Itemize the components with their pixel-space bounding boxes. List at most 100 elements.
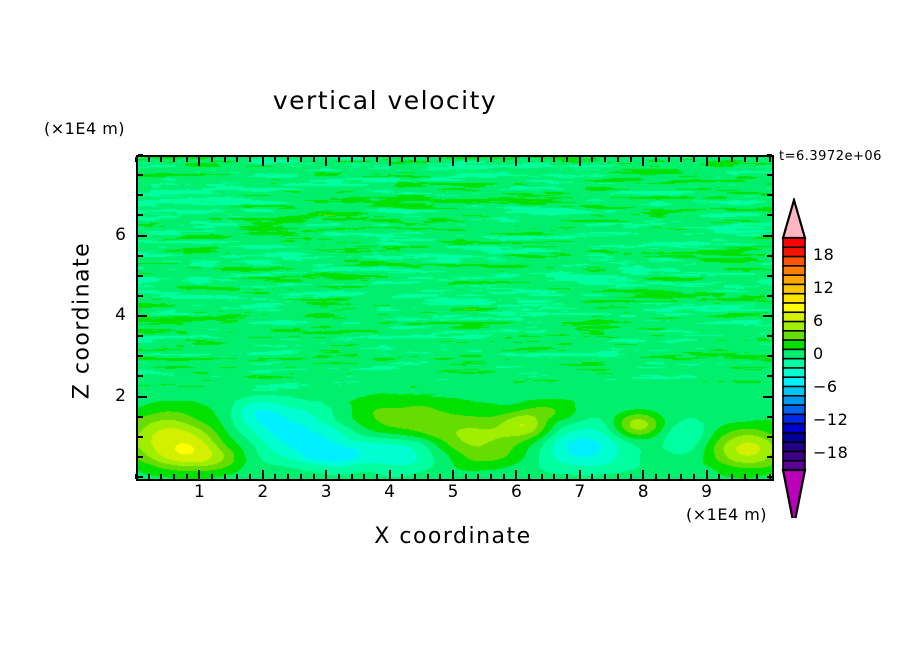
x-tick <box>591 157 594 162</box>
y-tick <box>767 455 772 458</box>
y-tick <box>138 476 143 478</box>
x-tick <box>578 470 581 479</box>
y-tick <box>767 194 772 197</box>
contour-field <box>138 157 772 479</box>
x-tick <box>375 474 378 479</box>
x-tick <box>769 157 771 162</box>
x-tick <box>730 474 733 479</box>
x-tick <box>477 157 480 162</box>
x-tick-label: 6 <box>510 482 522 502</box>
x-tick <box>236 157 239 162</box>
x-tick <box>452 470 454 479</box>
x-tick <box>629 474 632 479</box>
y-tick <box>138 455 143 458</box>
x-tick <box>185 157 188 162</box>
x-tick <box>211 474 214 479</box>
colorbar-tick-label: 12 <box>813 277 835 297</box>
y-tick <box>767 174 772 177</box>
x-tick <box>756 157 759 162</box>
x-tick <box>350 474 353 479</box>
x-tick <box>299 474 302 479</box>
x-tick <box>388 470 391 479</box>
x-tick <box>312 474 315 479</box>
x-tick <box>743 157 746 162</box>
x-tick <box>274 474 277 479</box>
x-tick <box>452 157 454 166</box>
x-tick <box>173 157 176 162</box>
x-tick <box>477 474 480 479</box>
x-tick <box>249 157 252 162</box>
x-tick <box>692 474 695 479</box>
x-tick <box>642 470 645 479</box>
x-tick <box>528 474 531 479</box>
y-tick <box>138 375 143 378</box>
x-tick <box>160 474 163 479</box>
x-tick <box>515 157 518 166</box>
x-tick <box>426 474 429 479</box>
x-tick <box>350 157 353 162</box>
y-tick <box>138 355 143 358</box>
y-tick <box>763 315 772 317</box>
plot-area <box>136 155 774 481</box>
x-tick <box>616 157 619 162</box>
colorbar-tick-label: 0 <box>813 344 824 363</box>
x-tick <box>616 474 619 479</box>
x-tick <box>198 470 201 479</box>
x-tick <box>705 470 708 479</box>
x-tick <box>223 474 226 479</box>
colorbar-swatches <box>781 198 807 518</box>
x-tick <box>325 157 328 166</box>
x-tick <box>135 157 137 162</box>
page-title: vertical velocity <box>272 86 498 115</box>
x-tick <box>642 157 645 166</box>
x-tick-label: 4 <box>384 482 395 502</box>
x-tick <box>337 157 340 162</box>
x-tick <box>692 157 695 162</box>
x-tick <box>413 157 416 162</box>
x-tick <box>591 474 594 479</box>
x-tick-label: 7 <box>574 482 586 502</box>
x-tick <box>730 157 733 162</box>
x-axis-unit-label: (×1E4 m) <box>686 505 768 524</box>
x-tick <box>566 157 569 162</box>
y-tick <box>767 214 772 217</box>
y-tick <box>138 194 143 197</box>
x-tick <box>325 470 328 479</box>
x-tick <box>185 474 188 479</box>
x-tick <box>413 474 416 479</box>
x-tick <box>363 157 366 162</box>
y-tick <box>138 254 143 257</box>
x-tick <box>680 157 683 162</box>
x-tick <box>578 157 581 166</box>
y-tick <box>138 415 143 418</box>
y-tick <box>767 335 772 338</box>
y-tick <box>767 355 772 358</box>
y-tick <box>138 274 143 277</box>
x-tick <box>261 157 264 166</box>
x-tick <box>654 157 657 162</box>
x-tick <box>718 474 721 479</box>
x-tick <box>287 157 290 162</box>
colorbar-tick-label: −6 <box>813 377 838 397</box>
x-tick <box>553 474 556 479</box>
x-tick <box>490 474 493 479</box>
timestamp-annotation: t=6.3972e+06 <box>779 149 882 164</box>
x-tick <box>667 157 670 162</box>
y-tick <box>767 375 772 378</box>
x-tick <box>401 474 404 479</box>
x-tick <box>147 157 150 162</box>
x-tick <box>540 157 543 162</box>
x-tick <box>173 474 176 479</box>
colorbar-tick-label: −18 <box>813 443 849 463</box>
y-tick <box>767 476 772 478</box>
x-tick <box>261 470 264 479</box>
x-tick <box>743 474 746 479</box>
x-tick <box>490 157 493 162</box>
y-tick <box>767 294 772 297</box>
x-tick <box>287 474 290 479</box>
x-tick <box>312 157 315 162</box>
y-tick <box>767 154 772 156</box>
x-tick-label: 3 <box>320 482 332 502</box>
y-tick <box>138 315 147 317</box>
